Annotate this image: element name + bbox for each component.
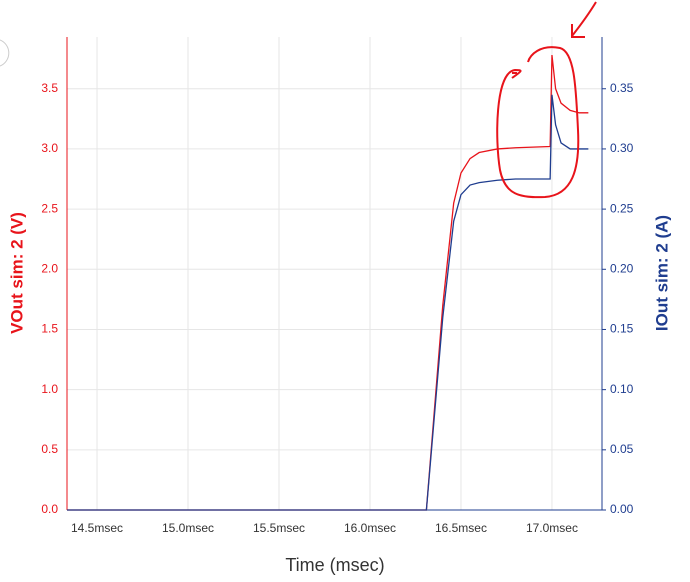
x-tick-label: 14.5msec (71, 521, 123, 535)
x-tick-label: 15.5msec (253, 521, 305, 535)
x-tick-label: 16.0msec (344, 521, 396, 535)
series-line (67, 94, 589, 511)
x-tick-label: 15.0msec (162, 521, 214, 535)
y-tick-label: 0.0 (41, 502, 58, 516)
x-tick-label: 16.5msec (435, 521, 487, 535)
y2-tick-label: 0.35 (610, 81, 634, 95)
x-axis-label: Time (msec) (285, 555, 384, 575)
series-line (67, 54, 589, 511)
y-tick-label: 2.0 (41, 261, 58, 275)
y2-tick-label: 0.25 (610, 201, 634, 215)
plot (66, 37, 606, 511)
y2-tick-label: 0.05 (610, 442, 634, 456)
decoration (0, 39, 10, 67)
y2-tick-label: 0.00 (610, 502, 634, 516)
annotation (496, 1, 597, 199)
y-tick-label: 3.0 (41, 141, 58, 155)
y-tick-label: 1.0 (41, 382, 58, 396)
y-tick-label: 2.5 (41, 201, 58, 215)
x-tick-label: 17.0msec (526, 521, 578, 535)
y2-tick-label: 0.10 (610, 382, 634, 396)
y2-axis-label: IOut sim: 2 (A) (652, 215, 671, 331)
y-tick-label: 0.5 (41, 442, 58, 456)
y2-tick-label: 0.30 (610, 141, 634, 155)
y-axis-label: VOut sim: 2 (V) (7, 212, 26, 334)
y-tick-label: 3.5 (41, 81, 58, 95)
y2-tick-label: 0.20 (610, 261, 634, 275)
y2-tick-label: 0.15 (610, 322, 634, 336)
y-tick-label: 1.5 (41, 322, 58, 336)
